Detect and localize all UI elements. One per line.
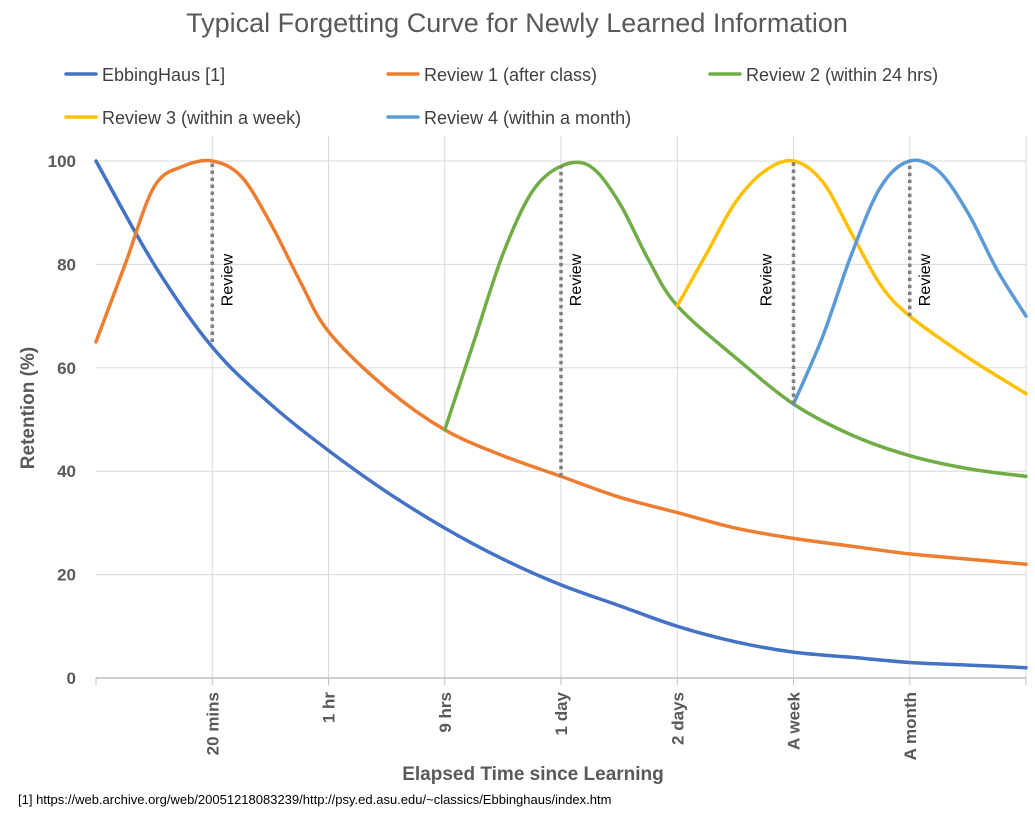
x-axis: 20 mins 1 hr 9 hrs 1 day 2 days A week A month bbox=[95, 677, 1027, 760]
legend-label: Review 4 (within a month) bbox=[424, 108, 631, 128]
y-tick-label: 20 bbox=[57, 566, 76, 585]
chart-title: Typical Forgetting Curve for Newly Learn… bbox=[186, 8, 848, 38]
y-tick-label: 80 bbox=[57, 255, 76, 274]
y-axis-title: Retention (%) bbox=[18, 347, 39, 469]
series-line-3 bbox=[443, 160, 1028, 479]
x-tick-label: 1 hr bbox=[320, 692, 339, 724]
legend-label: EbbingHaus [1] bbox=[102, 65, 225, 85]
review-annotations: Review Review Review Review bbox=[210, 161, 934, 477]
legend: EbbingHaus [1] Review 1 (after class) Revi… bbox=[64, 65, 938, 128]
legend-label: Review 1 (after class) bbox=[424, 65, 597, 85]
review-label: Review bbox=[568, 253, 585, 306]
x-tick-label: 9 hrs bbox=[436, 692, 455, 733]
series-line-5 bbox=[791, 158, 1028, 406]
review-label: Review bbox=[917, 253, 934, 306]
grid bbox=[96, 136, 1027, 678]
y-tick-label: 60 bbox=[57, 359, 76, 378]
x-tick-label: 20 mins bbox=[203, 692, 222, 755]
x-tick-label: A month bbox=[901, 692, 920, 760]
series-line-4 bbox=[675, 158, 1028, 396]
series-line-2 bbox=[94, 158, 1028, 567]
y-tick-label: 40 bbox=[57, 462, 76, 481]
x-axis-title: Elapsed Time since Learning bbox=[402, 764, 664, 785]
legend-label: Review 3 (within a week) bbox=[102, 108, 301, 128]
legend-label: Review 2 (within 24 hrs) bbox=[746, 65, 938, 85]
x-tick-label: A week bbox=[785, 691, 804, 750]
footnote: [1] https://web.archive.org/web/20051218… bbox=[18, 792, 611, 807]
x-tick-label: 2 days bbox=[668, 692, 687, 745]
review-label: Review bbox=[219, 253, 236, 306]
series-lines bbox=[94, 158, 1028, 670]
series-line-1 bbox=[94, 159, 1028, 670]
x-tick-label: 1 day bbox=[552, 691, 571, 735]
y-tick-label: 0 bbox=[67, 669, 76, 688]
review-label: Review bbox=[759, 253, 776, 306]
y-tick-label: 100 bbox=[48, 152, 76, 171]
y-axis: 0 20 40 60 80 100 bbox=[48, 152, 76, 688]
